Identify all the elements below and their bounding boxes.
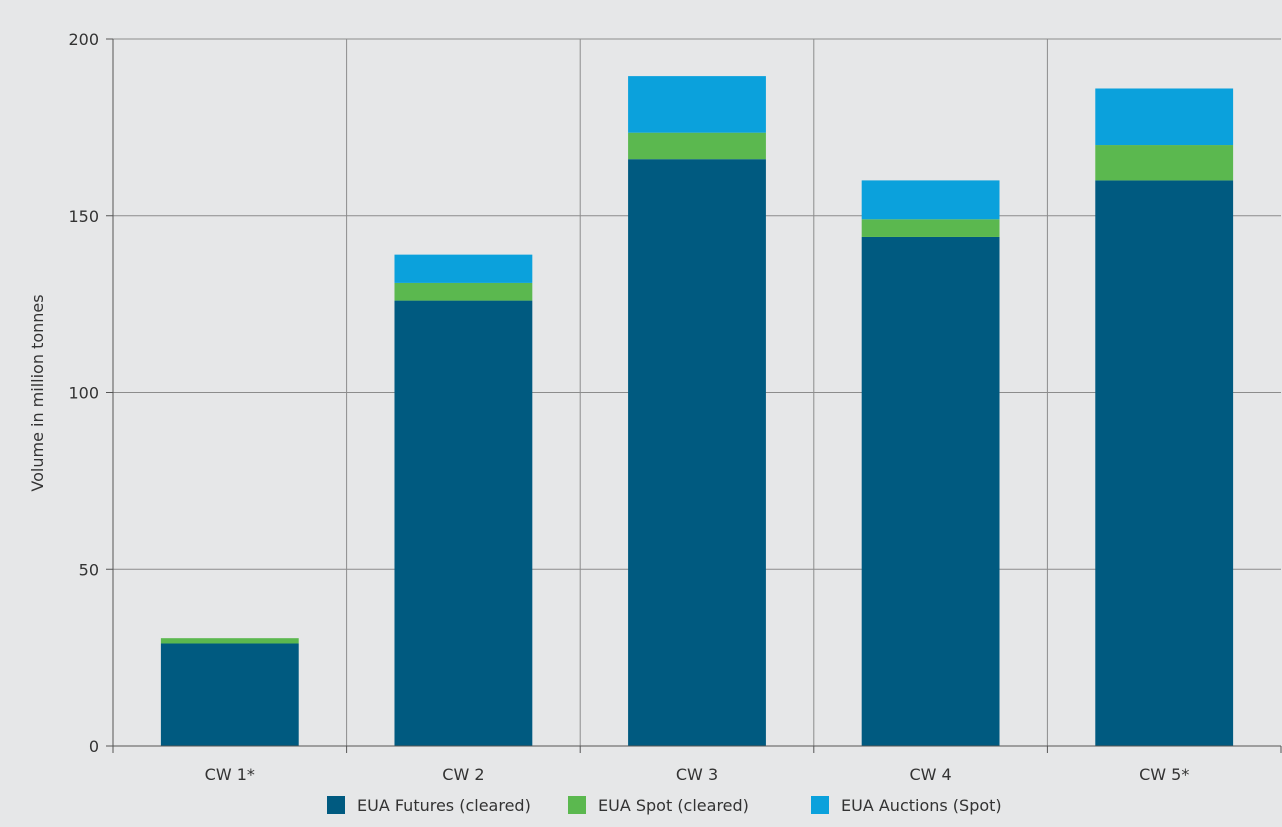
legend-swatch <box>327 796 345 814</box>
legend-swatch <box>568 796 586 814</box>
bar-segment-series-2-cat-1 <box>160 638 299 644</box>
y-tick-label: 100 <box>68 384 99 403</box>
bar-segment-series-2-cat-3 <box>628 132 766 160</box>
y-tick-label: 200 <box>68 30 99 49</box>
bar-segment-series-2-cat-4 <box>861 219 1000 237</box>
bar-segment-series-3-cat-4 <box>861 180 1000 220</box>
bar-segment-series-2-cat-2 <box>394 282 533 301</box>
y-tick-labels: 0 50 100 150 200 <box>68 30 99 756</box>
y-tick-label: 0 <box>89 737 99 756</box>
y-axis-title: Volume in million tonnes <box>28 294 47 491</box>
bar-segment-series-2-cat-5 <box>1095 145 1234 181</box>
bar-segment-series-1-cat-3 <box>628 159 766 746</box>
bar-segment-series-3-cat-3 <box>628 76 766 133</box>
y-tick-label: 50 <box>79 560 99 579</box>
axes <box>106 38 1282 753</box>
bar-segment-series-3-cat-5 <box>1095 88 1234 146</box>
x-tick-label: CW 1* <box>205 765 255 784</box>
legend-label: EUA Auctions (Spot) <box>841 796 1002 815</box>
bar-segment-series-3-cat-2 <box>394 254 533 283</box>
bar-segment-series-1-cat-1 <box>160 643 299 746</box>
x-tick-label: CW 5* <box>1139 765 1189 784</box>
x-tick-label: CW 4 <box>909 765 951 784</box>
x-tick-label: CW 3 <box>676 765 718 784</box>
bar-segment-series-1-cat-2 <box>394 300 533 746</box>
legend-label: EUA Spot (cleared) <box>598 796 749 815</box>
legend-label: EUA Futures (cleared) <box>357 796 531 815</box>
y-tick-label: 150 <box>68 207 99 226</box>
legend-swatch <box>811 796 829 814</box>
legend: EUA Futures (cleared) EUA Spot (cleared) E… <box>327 796 1002 815</box>
x-tick-labels: CW 1* CW 2 CW 3 CW 4 CW 5* <box>205 765 1190 784</box>
bar-segment-series-1-cat-4 <box>861 236 1000 746</box>
bar-segment-series-1-cat-5 <box>1095 180 1234 746</box>
bars <box>160 76 1234 746</box>
x-tick-label: CW 2 <box>442 765 484 784</box>
